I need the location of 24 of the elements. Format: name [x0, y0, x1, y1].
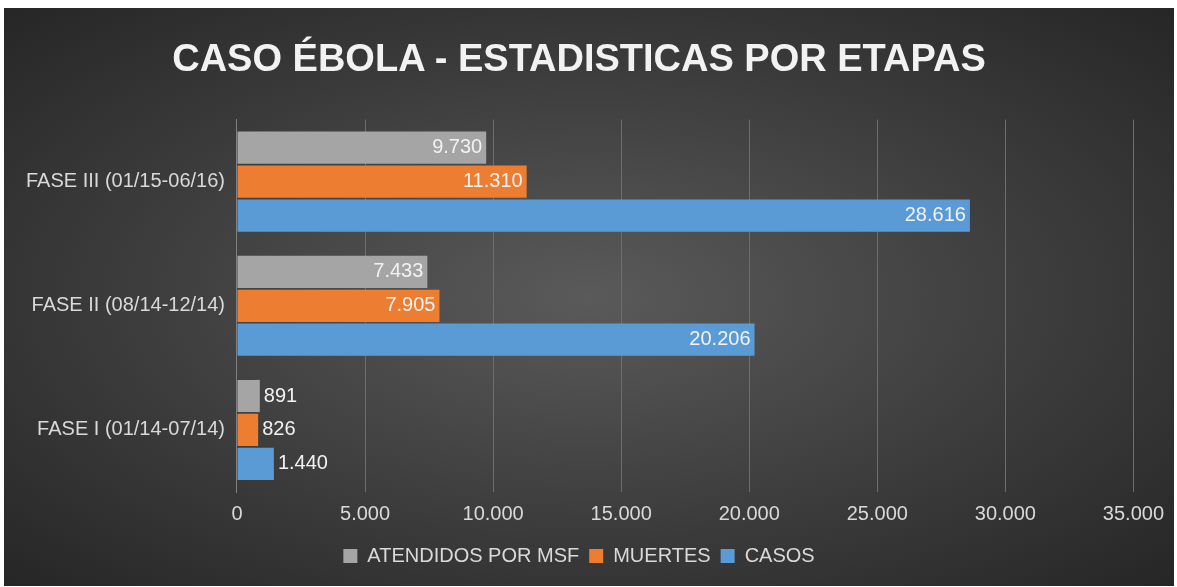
data-label: 826: [262, 417, 296, 440]
x-tick-label: 10.000: [462, 501, 524, 524]
x-tick-label: 25.000: [846, 501, 908, 524]
data-label: 28.616: [904, 203, 966, 226]
x-tick-label: 20.000: [718, 501, 780, 524]
legend-label: MUERTES: [613, 543, 711, 566]
data-label: 7.433: [373, 259, 424, 282]
x-tick-label: 35.000: [1102, 501, 1164, 524]
x-tick-label: 5.000: [340, 501, 391, 524]
data-label: 1.440: [277, 451, 328, 474]
legend-label: ATENDIDOS POR MSF: [367, 543, 580, 566]
data-label: 9.730: [432, 135, 483, 158]
data-label: 891: [263, 383, 298, 406]
x-tick-label: 30.000: [974, 501, 1036, 524]
y-tick-label: FASE II (08/14-12/14): [31, 293, 225, 316]
x-tick-label: 15.000: [590, 501, 652, 524]
y-tick-label: FASE III (01/15-06/16): [25, 169, 225, 192]
y-tick-label: FASE I (01/14-07/14): [37, 417, 225, 440]
data-label: 11.310: [462, 169, 523, 192]
chart-title: CASO ÉBOLA - ESTADISTICAS POR ETAPAS: [172, 36, 986, 80]
data-label: 20.206: [689, 327, 751, 350]
data-label: 7.905: [385, 293, 436, 316]
x-tick-label: 0: [231, 501, 243, 524]
legend-label: CASOS: [744, 543, 815, 566]
